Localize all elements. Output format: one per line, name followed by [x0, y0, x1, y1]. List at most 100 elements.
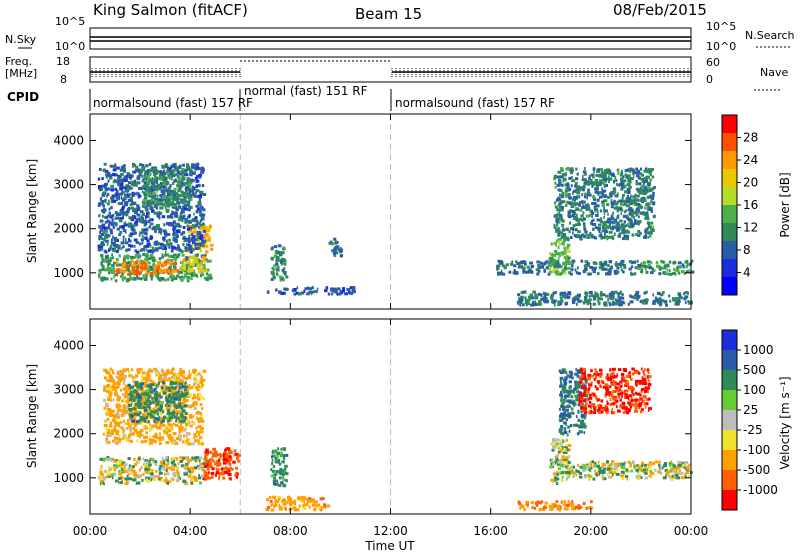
data-cell — [136, 175, 141, 179]
data-cell — [283, 262, 287, 266]
data-cell — [130, 264, 135, 268]
data-cell — [124, 203, 128, 207]
data-cell — [147, 175, 150, 179]
data-cell — [120, 225, 125, 229]
data-cell — [149, 274, 154, 278]
data-cell — [200, 383, 205, 387]
data-cell — [184, 247, 188, 251]
data-cell — [172, 432, 177, 435]
data-cell — [526, 265, 530, 269]
data-cell — [148, 265, 152, 269]
data-cell — [131, 469, 136, 473]
data-cell — [567, 249, 571, 253]
data-cell — [110, 206, 113, 210]
data-cell — [625, 209, 628, 213]
data-cell — [641, 184, 645, 188]
data-cell — [664, 302, 667, 305]
data-cell — [114, 247, 117, 251]
data-cell — [627, 194, 629, 198]
data-cell — [575, 196, 578, 200]
data-cell — [337, 287, 341, 291]
data-cell — [129, 244, 134, 248]
data-cell — [648, 225, 652, 229]
data-cell — [278, 291, 282, 294]
data-cell — [144, 265, 148, 269]
data-cell — [148, 414, 151, 418]
data-cell — [523, 260, 527, 264]
data-cell — [627, 208, 632, 212]
data-cell — [182, 163, 185, 167]
data-cell — [168, 190, 171, 194]
data-cell — [102, 226, 105, 229]
data-cell — [621, 228, 626, 232]
data-cell — [123, 375, 126, 379]
data-cell — [571, 264, 573, 268]
data-cell — [132, 396, 134, 400]
data-cell — [141, 168, 145, 172]
data-cell — [583, 300, 587, 304]
data-cell — [227, 473, 232, 476]
data-cell — [109, 256, 113, 260]
data-cell — [203, 224, 206, 228]
data-cell — [167, 266, 170, 270]
data-cell — [167, 243, 171, 247]
data-cell — [162, 429, 167, 433]
data-cell — [180, 412, 184, 416]
data-cell — [146, 391, 150, 395]
data-cell — [665, 264, 670, 268]
data-cell — [598, 266, 601, 270]
data-cell — [564, 271, 567, 275]
data-cell — [143, 426, 145, 429]
data-cell — [568, 187, 572, 191]
data-cell — [138, 233, 141, 237]
data-cell — [111, 432, 114, 436]
data-cell — [124, 477, 128, 481]
data-cell — [686, 270, 690, 273]
data-cell — [634, 210, 637, 214]
data-cell — [123, 269, 127, 273]
data-cell — [101, 277, 105, 281]
data-cell — [183, 397, 186, 401]
data-cell — [558, 229, 561, 233]
data-cell — [555, 224, 558, 228]
data-cell — [603, 215, 605, 219]
data-cell — [147, 177, 151, 181]
data-cell — [178, 390, 182, 394]
data-cell — [603, 179, 607, 183]
data-cell — [152, 178, 157, 182]
data-cell — [139, 433, 143, 437]
data-cell — [597, 296, 601, 300]
data-cell — [644, 216, 648, 220]
data-cell — [351, 286, 356, 290]
data-cell — [190, 237, 194, 241]
data-cell — [173, 220, 175, 224]
data-cell — [626, 204, 630, 208]
data-cell — [168, 169, 172, 173]
data-cell — [139, 435, 142, 439]
data-cell — [170, 461, 174, 465]
data-cell — [571, 299, 574, 303]
data-cell — [128, 238, 130, 242]
data-cell — [617, 234, 621, 238]
data-cell — [577, 299, 581, 303]
data-cell — [576, 302, 578, 306]
data-cell — [626, 230, 631, 234]
data-cell — [184, 416, 187, 420]
data-cell — [194, 253, 199, 257]
data-cell — [608, 270, 612, 273]
data-cell — [645, 167, 648, 171]
data-cell — [184, 275, 187, 278]
data-cell — [167, 423, 172, 427]
data-cell — [128, 374, 131, 378]
data-cell — [106, 187, 110, 191]
data-cell — [198, 167, 202, 171]
data-cell — [174, 178, 177, 182]
data-cell — [180, 266, 185, 270]
data-cell — [106, 472, 111, 476]
data-cell — [139, 387, 143, 391]
data-cell — [176, 200, 179, 204]
data-cell — [192, 171, 196, 175]
data-cell — [100, 241, 104, 244]
data-cell — [563, 261, 567, 265]
data-cell — [644, 191, 647, 195]
